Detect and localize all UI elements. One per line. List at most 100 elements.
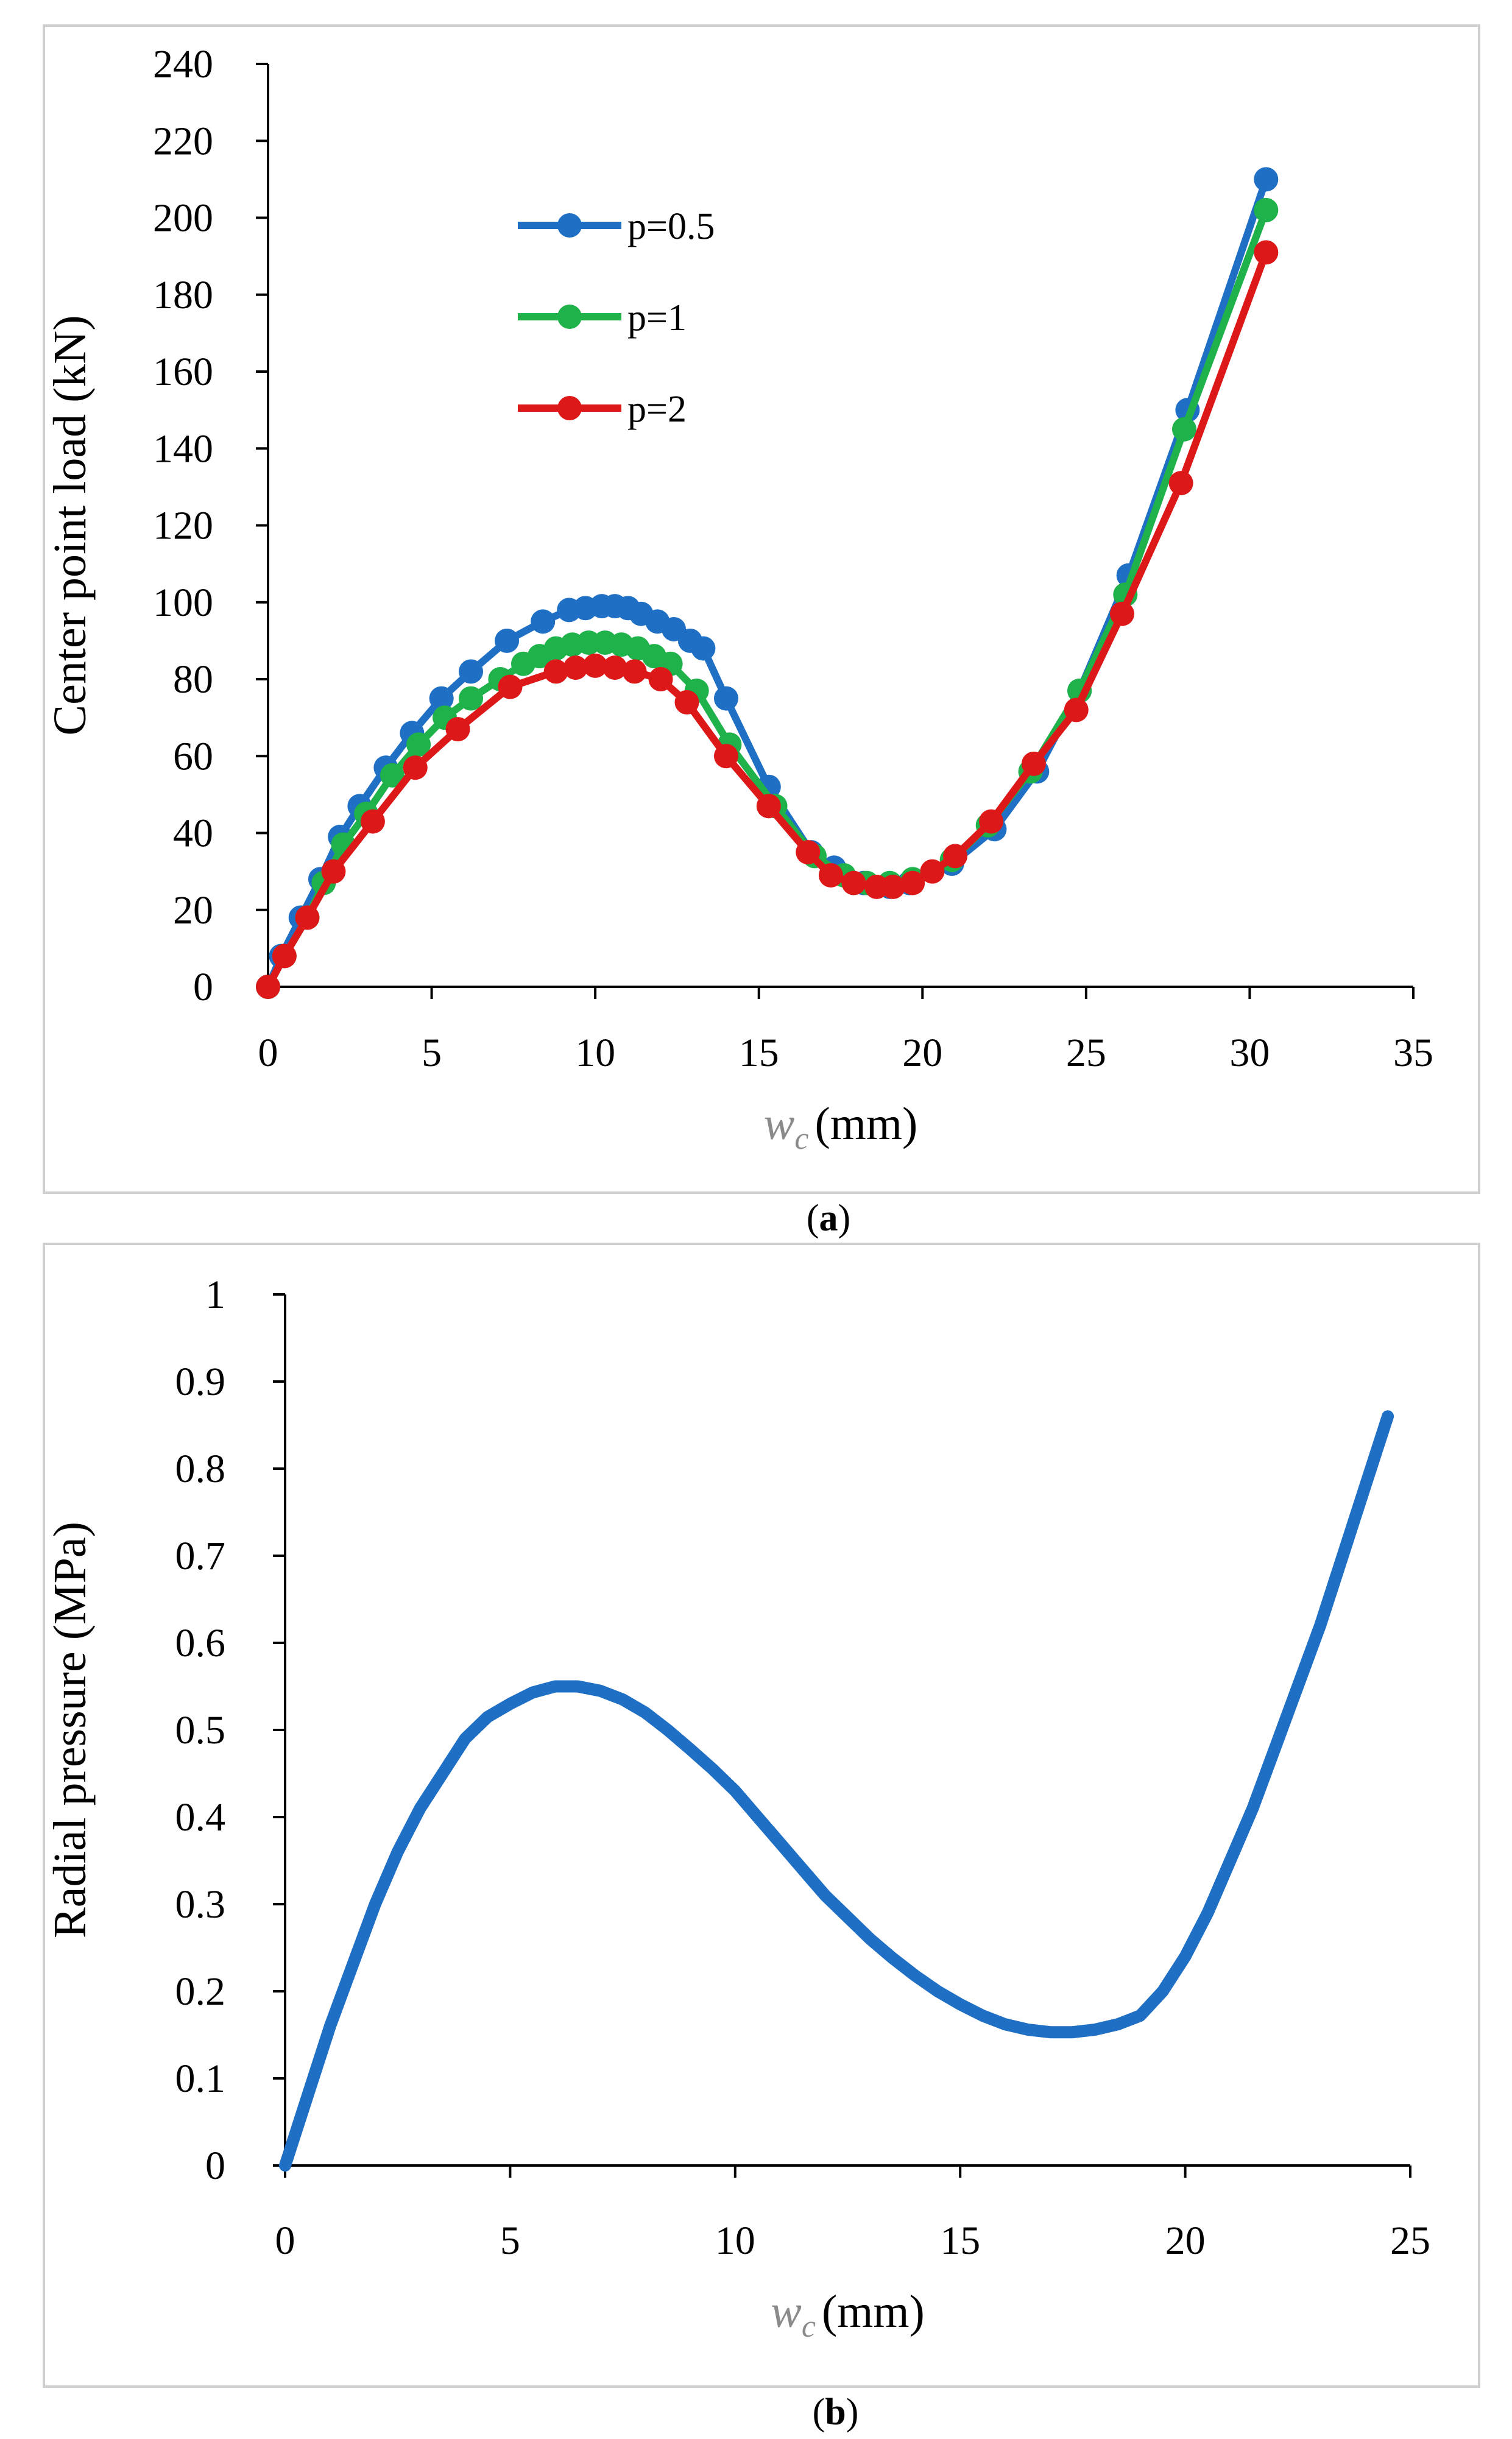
data-point [1168,471,1193,496]
y-tick-label: 0.2 [175,1969,226,2014]
data-point [714,744,738,769]
data-point [1109,601,1134,626]
data-point [321,859,346,884]
x-axis-title-variable: w [764,1098,795,1149]
x-tick-label: 0 [258,1031,278,1075]
data-point [622,659,647,684]
data-point [1172,417,1196,442]
data-point [841,870,866,895]
x-axis-title-unit: (mm) [814,1098,917,1149]
y-tick-label: 220 [153,119,213,163]
data-point [1254,240,1279,265]
panel-a-frame [43,24,1480,1194]
data-point [380,763,405,788]
data-point [459,686,484,711]
y-tick-label: 100 [153,581,213,625]
y-axis-title: Radial pressure (MPa) [44,1522,96,1938]
data-point [429,686,454,711]
caption-open-paren: ( [807,1198,819,1239]
panel-caption: (a) [807,1198,850,1239]
x-tick-label: 20 [902,1031,942,1075]
y-tick-label: 40 [173,811,213,856]
data-point [583,653,608,678]
panel-b: 00.10.20.30.40.50.60.70.80.910 5 10 15 20 25R… [44,1272,1430,2433]
panel-b-frame [43,1243,1480,2388]
panel-a: 0 20 40 60 80 100 120 140 160 180 200 220 240 0 5 10 15 2… [44,42,1433,1239]
x-tick-label: 5 [422,1031,442,1075]
panel-caption: (b) [813,2391,859,2433]
y-tick-label: 0 [205,2144,225,2188]
data-point [256,975,280,999]
y-tick-label: 0.9 [175,1360,226,1404]
series-line-p=0.5 [264,175,1270,990]
y-tick-label: 140 [153,426,213,471]
y-tick-label: 0.1 [175,2056,226,2101]
caption-letter: a [819,1198,838,1239]
legend-label: p=0.5 [627,206,715,247]
legend-label: p=1 [627,297,687,339]
x-tick-label: 15 [739,1031,779,1075]
data-point [543,659,568,684]
x-tick-label: 30 [1229,1031,1270,1075]
y-tick-label: 180 [153,273,213,317]
data-point [674,690,699,715]
caption-close-paren: ) [846,2391,859,2433]
y-tick-label: 240 [153,42,213,86]
data-point [403,755,428,780]
data-point [756,794,781,819]
data-point [979,809,1004,834]
data-point [1254,167,1279,192]
data-point [531,609,556,634]
caption-close-paren: ) [838,1198,851,1239]
data-point [1254,197,1279,222]
caption-letter: b [825,2391,846,2433]
y-tick-label: 60 [173,734,213,778]
x-tick-label: 5 [500,2218,520,2263]
legend-swatch-marker [557,213,582,238]
y-tick-label: 0.8 [175,1447,226,1491]
x-tick-label: 20 [1165,2218,1206,2263]
data-point [272,944,297,969]
data-point [818,863,843,888]
data-point [495,628,520,653]
legend-label: p=2 [627,389,687,430]
data-point [563,655,588,680]
x-axis-title-variable: w [771,2286,802,2337]
x-tick-label: 15 [940,2218,980,2263]
data-point [1064,697,1089,722]
y-tick-label: 0.7 [175,1534,226,1578]
x-axis-title-subscript: c [794,1121,808,1156]
data-point [602,655,627,680]
y-tick-label: 120 [153,504,213,548]
x-tick-label: 0 [275,2218,295,2263]
data-point [796,840,821,865]
y-tick-label: 80 [173,657,213,702]
legend-swatch-marker [557,305,582,329]
x-axis-title-subscript: c [802,2309,816,2344]
y-tick-label: 0.3 [175,1882,226,1927]
y-tick-label: 0.5 [175,1708,226,1752]
y-axis-title: Center point load (kN) [44,315,96,735]
data-point [498,674,523,699]
y-tick-label: 0.4 [175,1795,226,1840]
data-point [880,874,905,899]
x-axis-title: wc (mm) [771,2286,925,2344]
legend-swatch-marker [557,396,582,420]
data-point [920,859,945,884]
x-tick-label: 25 [1066,1031,1106,1075]
data-point [648,667,673,691]
y-tick-label: 20 [173,888,213,933]
y-tick-label: 200 [153,196,213,241]
y-tick-label: 1 [205,1272,225,1317]
caption-open-paren: ( [813,2391,825,2433]
x-tick-label: 35 [1393,1031,1433,1075]
data-point [445,717,470,742]
x-tick-label: 25 [1390,2218,1430,2263]
y-tick-label: 160 [153,350,213,394]
data-point [406,732,431,757]
data-point [691,636,716,661]
y-tick-label: 0.6 [175,1621,226,1665]
data-point [459,659,484,684]
x-tick-label: 10 [575,1031,615,1075]
